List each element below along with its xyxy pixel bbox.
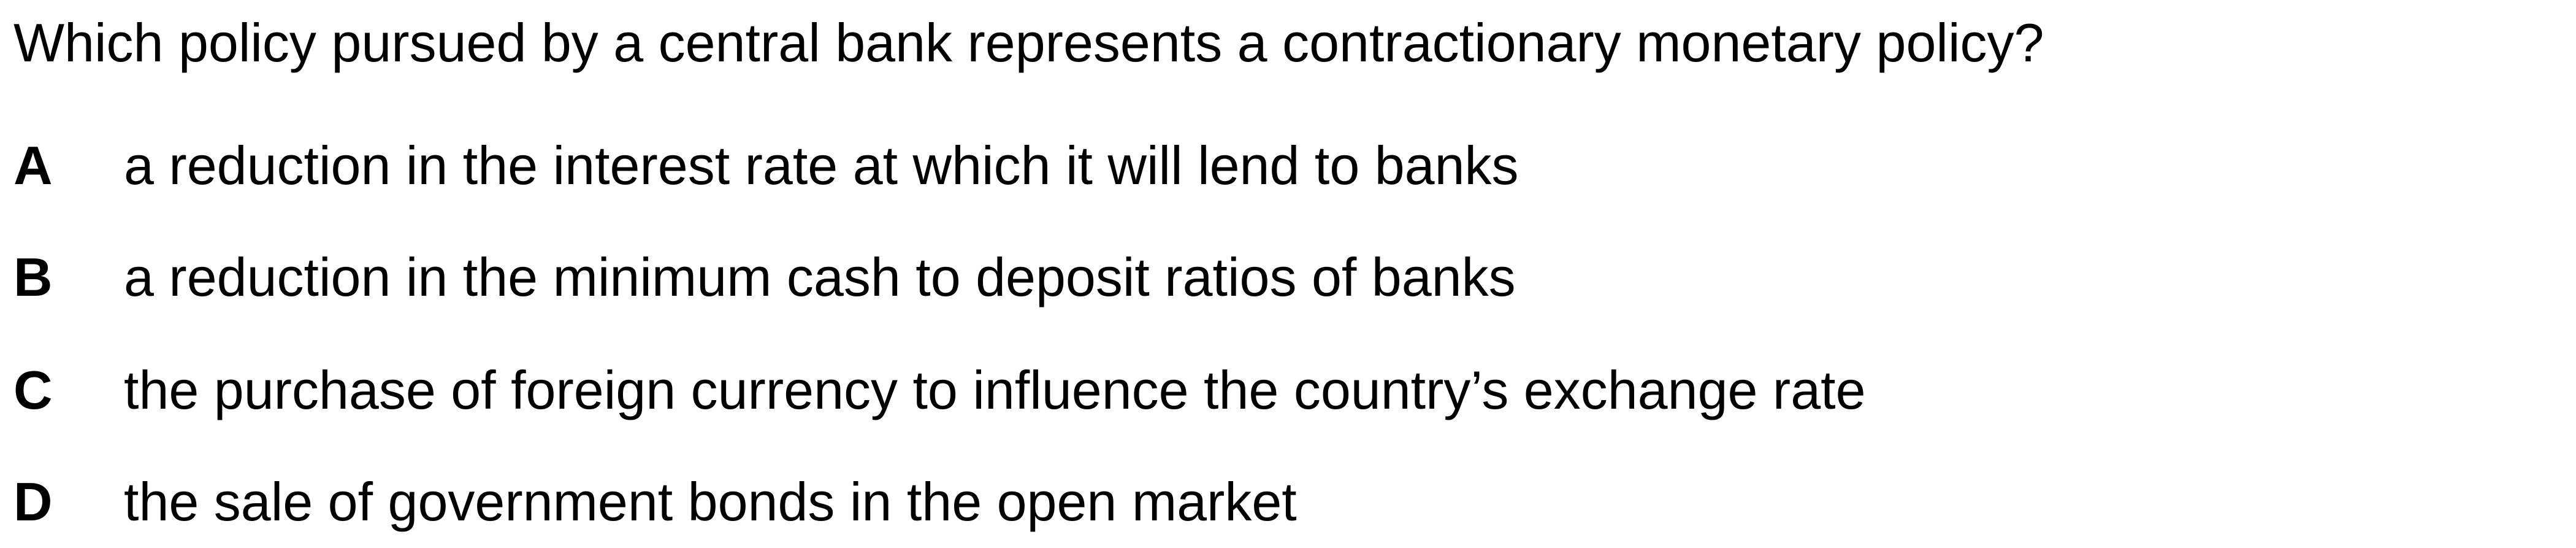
option-c-text: the purchase of foreign currency to infl… xyxy=(124,360,1866,420)
option-a-text: a reduction in the interest rate at whic… xyxy=(124,135,1519,196)
option-c-letter: C xyxy=(13,360,53,420)
option-b-letter: B xyxy=(13,247,53,307)
option-d: D the sale of government bonds in the op… xyxy=(13,470,1297,534)
option-c: C the purchase of foreign currency to in… xyxy=(13,358,1866,422)
option-a: A a reduction in the interest rate at wh… xyxy=(13,134,1519,198)
option-d-text: the sale of government bonds in the open… xyxy=(124,471,1297,532)
question-text: Which policy pursued by a central bank r… xyxy=(13,12,2044,73)
option-b: B a reduction in the minimum cash to dep… xyxy=(13,245,1516,309)
option-d-letter: D xyxy=(13,471,53,532)
option-a-letter: A xyxy=(13,135,53,196)
option-b-text: a reduction in the minimum cash to depos… xyxy=(124,247,1516,307)
